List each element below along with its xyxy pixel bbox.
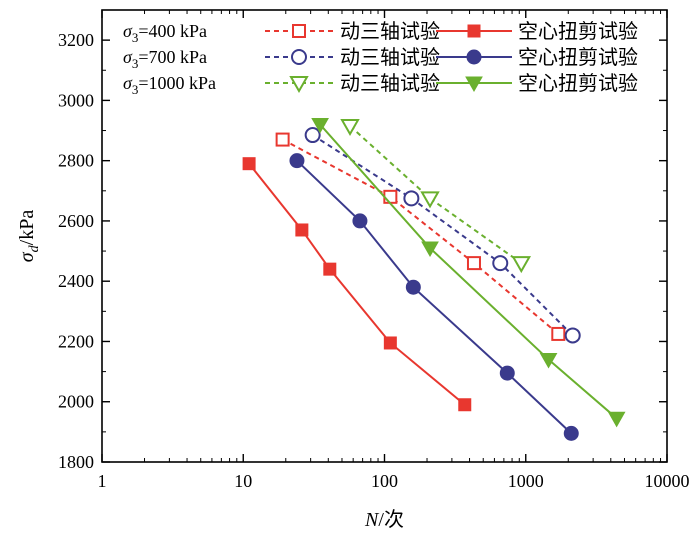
x-tick-label: 1000: [508, 471, 544, 491]
data-point: [289, 153, 305, 169]
series-5: [311, 118, 626, 428]
y-tick-label: 3000: [58, 90, 94, 110]
data-point: [564, 327, 581, 344]
x-tick-label: 100: [371, 471, 398, 491]
y-tick-label: 2400: [58, 271, 94, 291]
data-point: [242, 157, 256, 171]
x-tick-label: 1: [98, 471, 107, 491]
data-point: [511, 256, 532, 274]
data-point: [492, 255, 509, 272]
series-line: [312, 134, 574, 337]
y-tick-label: 2200: [58, 331, 94, 351]
data-point: [421, 241, 439, 258]
legend-label: 空心扭剪试验: [518, 45, 638, 69]
legend-label: 动三轴试验: [340, 45, 440, 69]
series-1: [242, 157, 472, 412]
data-point: [420, 191, 440, 209]
data-point: [539, 353, 558, 369]
y-axis-title: σd/kPa: [16, 210, 42, 263]
legend-label: 动三轴试验: [340, 19, 440, 43]
y-tick-label: 2600: [58, 211, 94, 231]
series-line: [282, 138, 559, 335]
legend-marker: [467, 24, 481, 38]
legend-marker: [291, 49, 307, 65]
x-tick-label: 10000: [645, 471, 690, 491]
legend-marker: [466, 49, 482, 65]
y-tick-label: 1800: [58, 452, 94, 472]
data-point: [403, 190, 420, 207]
legend-condition-label: σ3=700 kPa: [123, 47, 207, 71]
data-point: [466, 256, 481, 271]
legend-label: 动三轴试验: [340, 71, 440, 95]
series-line: [296, 159, 572, 435]
data-point: [383, 189, 398, 204]
y-tick-label: 3200: [58, 30, 94, 50]
data-point: [458, 398, 472, 412]
data-point: [607, 411, 626, 428]
y-tick-label: 2800: [58, 151, 94, 171]
data-point: [563, 425, 579, 441]
legend-marker: [289, 76, 309, 94]
data-point: [551, 326, 566, 341]
series-line: [349, 125, 522, 264]
y-tick-label: 2000: [58, 392, 94, 412]
legend-marker: [465, 76, 483, 93]
legend-condition-label: σ3=400 kPa: [123, 21, 207, 45]
series-0: [275, 132, 566, 341]
x-axis-title: N/次: [364, 508, 404, 531]
axes: 1 10 100 1000 10000 1800 2000 2200 2400 2600 2800 3…: [58, 9, 690, 491]
data-series-group: [242, 118, 626, 441]
data-point: [499, 365, 515, 381]
data-point: [323, 262, 337, 276]
series-2: [304, 127, 581, 344]
data-point: [383, 336, 397, 350]
data-point: [275, 132, 290, 147]
legend-marker: [292, 24, 306, 38]
series-4: [340, 119, 532, 274]
legend-condition-label: σ3=1000 kPa: [123, 73, 216, 97]
data-point: [340, 119, 360, 137]
data-point: [295, 223, 309, 237]
legend-label: 空心扭剪试验: [518, 19, 638, 43]
series-line: [319, 123, 618, 420]
data-point: [405, 279, 421, 295]
data-point: [311, 118, 329, 134]
legend-label: 空心扭剪试验: [518, 71, 638, 95]
x-tick-label: 10: [234, 471, 252, 491]
series-3: [289, 153, 579, 441]
data-point: [304, 127, 321, 144]
data-point: [352, 213, 368, 229]
